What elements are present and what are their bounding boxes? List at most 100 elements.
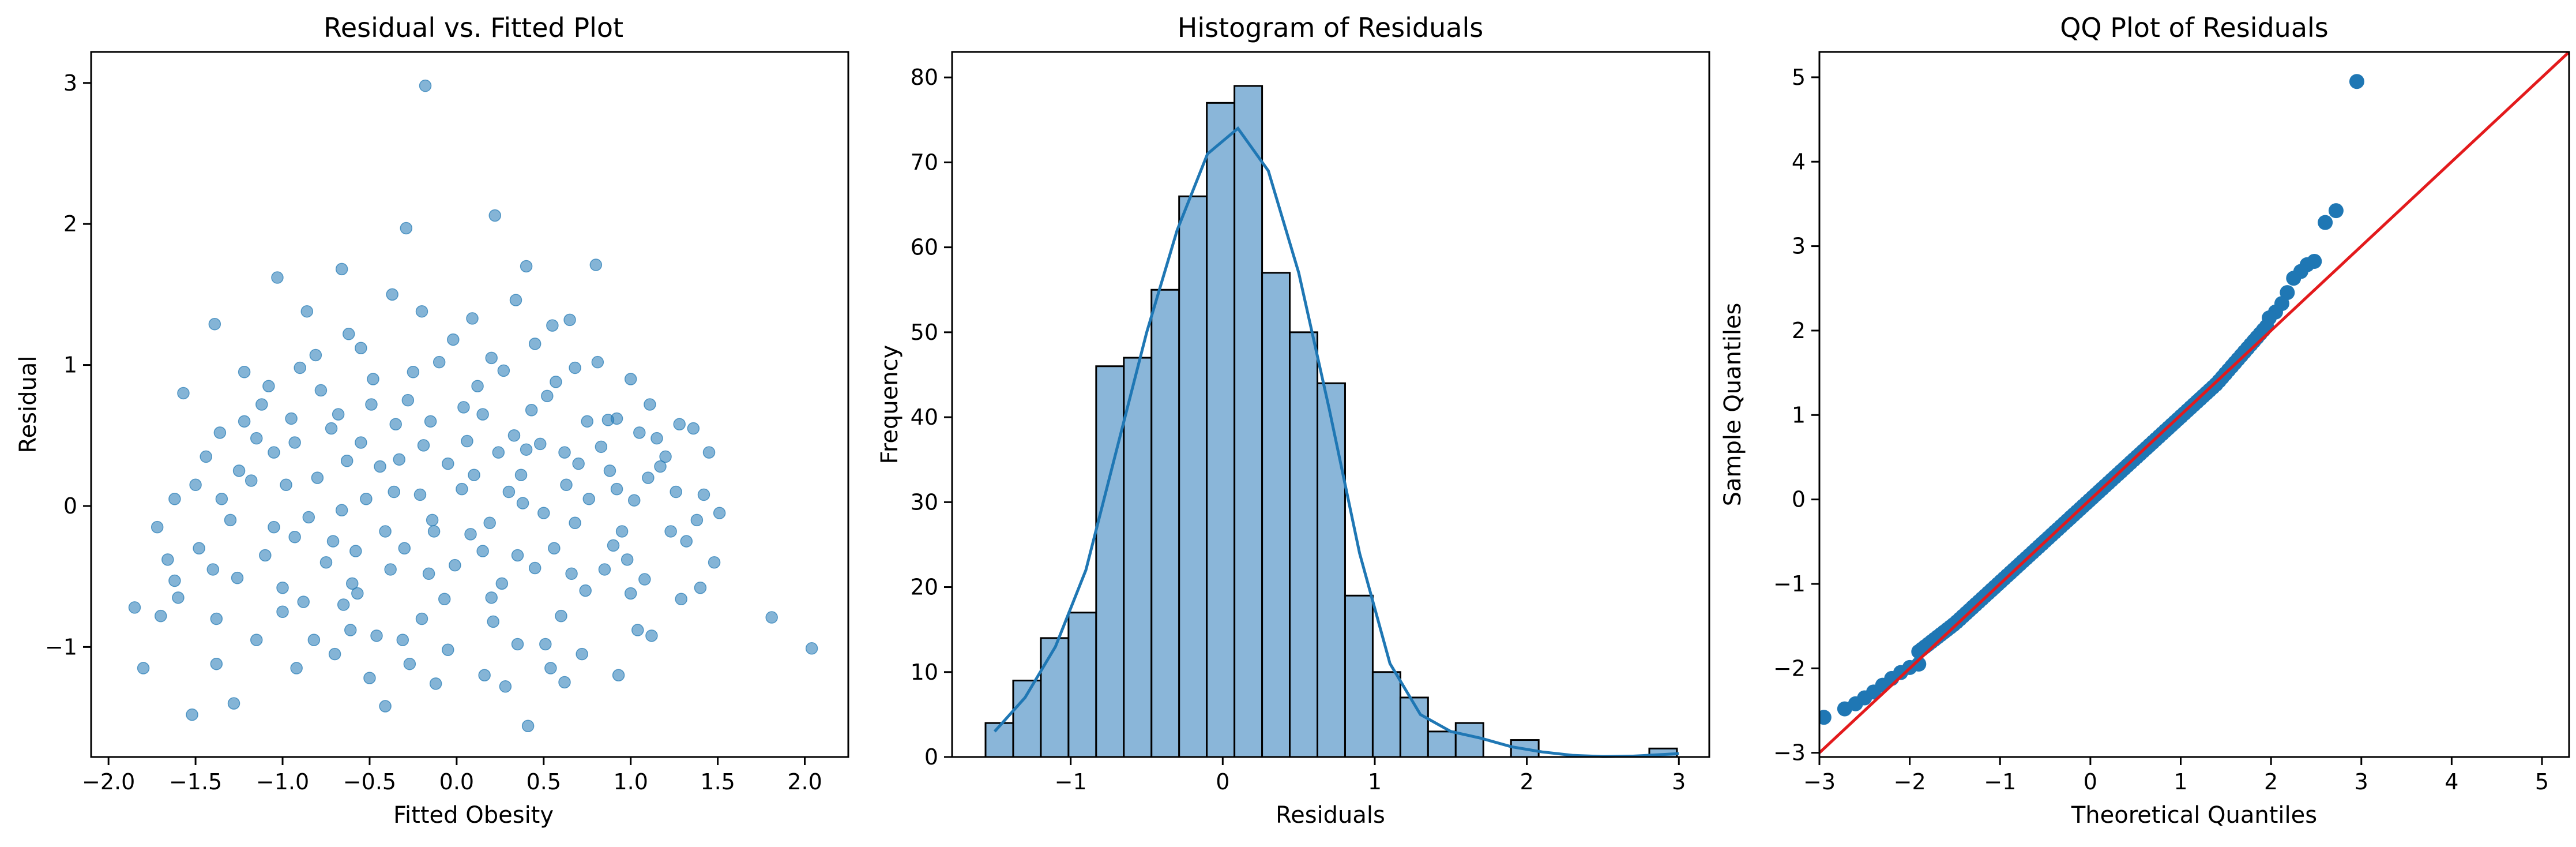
y-tick-label: 0: [1792, 487, 1806, 512]
panel1-plot-frame: [90, 51, 849, 758]
scatter-point: [694, 581, 707, 594]
scatter-point: [569, 516, 581, 530]
scatter-point: [262, 380, 275, 392]
scatter-point: [631, 624, 644, 636]
panel3-title: QQ Plot of Residuals: [2060, 12, 2329, 43]
scatter-point: [154, 609, 167, 623]
scatter-point: [227, 697, 240, 710]
panel3-points: [1819, 74, 2364, 725]
scatter-point: [360, 492, 373, 505]
scatter-point: [355, 436, 367, 449]
residual-fitted-panel: Residual vs. Fitted Plot −2.0 −1.5 −1.0 −0.…: [15, 12, 849, 829]
scatter-point: [311, 471, 324, 484]
scatter-point: [627, 494, 641, 507]
y-tick-label: 70: [911, 149, 938, 175]
y-tick-label: 1: [1792, 402, 1806, 428]
qq-point: [2286, 271, 2302, 286]
scatter-point: [200, 450, 212, 463]
scatter-point: [697, 488, 710, 501]
scatter-point: [528, 561, 541, 575]
scatter-point: [280, 478, 292, 492]
x-tick-label: 3: [1672, 769, 1686, 794]
panel1-x-ticks: −2.0 −1.5 −1.0 −0.5 0.0 0.5 1.0 1.5 2.0: [82, 757, 822, 794]
panel2-y-ticks: 0 10 20 30 40 50 60 70 80: [911, 65, 952, 770]
scatter-point: [168, 492, 181, 505]
scatter-point: [325, 422, 338, 435]
scatter-point: [680, 535, 693, 548]
scatter-point: [541, 389, 554, 403]
histogram-bar: [1095, 365, 1125, 758]
scatter-point: [276, 605, 289, 619]
qq-point: [2328, 203, 2344, 219]
scatter-point: [516, 497, 529, 509]
histogram-bar: [1454, 722, 1484, 758]
panel3-y-label: Sample Quantiles: [1720, 303, 1746, 507]
scatter-point: [393, 453, 406, 466]
scatter-point: [539, 638, 552, 651]
scatter-point: [558, 676, 571, 689]
scatter-point: [582, 492, 596, 505]
scatter-point: [548, 542, 561, 555]
scatter-point: [670, 485, 682, 499]
scatter-point: [507, 429, 521, 442]
scatter-point: [422, 567, 435, 580]
scatter-point: [569, 361, 581, 374]
scatter-point: [713, 507, 726, 519]
scatter-point: [765, 611, 778, 624]
scatter-point: [415, 305, 428, 318]
y-tick-label: 2: [63, 211, 77, 237]
scatter-point: [438, 593, 451, 606]
scatter-point: [268, 446, 280, 459]
scatter-point: [497, 364, 510, 377]
scatter-point: [250, 634, 263, 646]
scatter-point: [591, 355, 604, 369]
scatter-point: [213, 426, 227, 439]
scatter-point: [300, 305, 314, 318]
scatter-point: [645, 629, 658, 642]
scatter-point: [511, 549, 524, 562]
scatter-point: [502, 485, 516, 499]
scatter-point: [355, 342, 367, 354]
panel2-x-label: Residuals: [1276, 802, 1385, 829]
qq-point: [1819, 710, 1832, 725]
scatter-point: [499, 680, 512, 693]
y-tick-label: 3: [1792, 234, 1806, 259]
scatter-point: [255, 398, 268, 411]
scatter-point: [471, 380, 484, 392]
y-tick-label: 4: [1792, 149, 1806, 174]
scatter-point: [151, 520, 164, 534]
x-tick-label: 5: [2535, 769, 2549, 794]
scatter-point: [259, 549, 272, 562]
scatter-point: [419, 79, 432, 92]
scatter-point: [349, 545, 362, 557]
histogram-bar: [1234, 85, 1263, 758]
scatter-point: [675, 593, 687, 606]
histogram-bar: [984, 722, 1014, 758]
scatter-point: [314, 384, 328, 397]
scatter-point: [401, 393, 415, 407]
scatter-point: [654, 460, 667, 473]
scatter-point: [396, 634, 409, 646]
x-tick-label: −2.0: [82, 769, 135, 794]
scatter-point: [624, 587, 637, 600]
histogram-bar: [1150, 288, 1180, 758]
scatter-point: [172, 591, 185, 604]
scatter-point: [400, 222, 413, 235]
scatter-point: [332, 408, 345, 421]
y-tick-label: 40: [911, 404, 938, 430]
histogram-bar: [1123, 357, 1153, 758]
y-tick-label: 1: [63, 353, 77, 378]
scatter-point: [370, 629, 383, 642]
scatter-point: [673, 418, 686, 430]
scatter-point: [245, 474, 258, 487]
scatter-point: [288, 436, 301, 449]
scatter-point: [415, 612, 428, 625]
scatter-point: [294, 361, 306, 374]
scatter-point: [384, 563, 397, 576]
scatter-point: [624, 373, 637, 385]
scatter-point: [271, 271, 284, 284]
scatter-point: [492, 446, 505, 459]
scatter-point: [128, 601, 141, 614]
scatter-point: [525, 404, 538, 417]
panel3-y-ticks: −3 −2 −1 0 1 2 3 4 5: [1773, 65, 1819, 766]
